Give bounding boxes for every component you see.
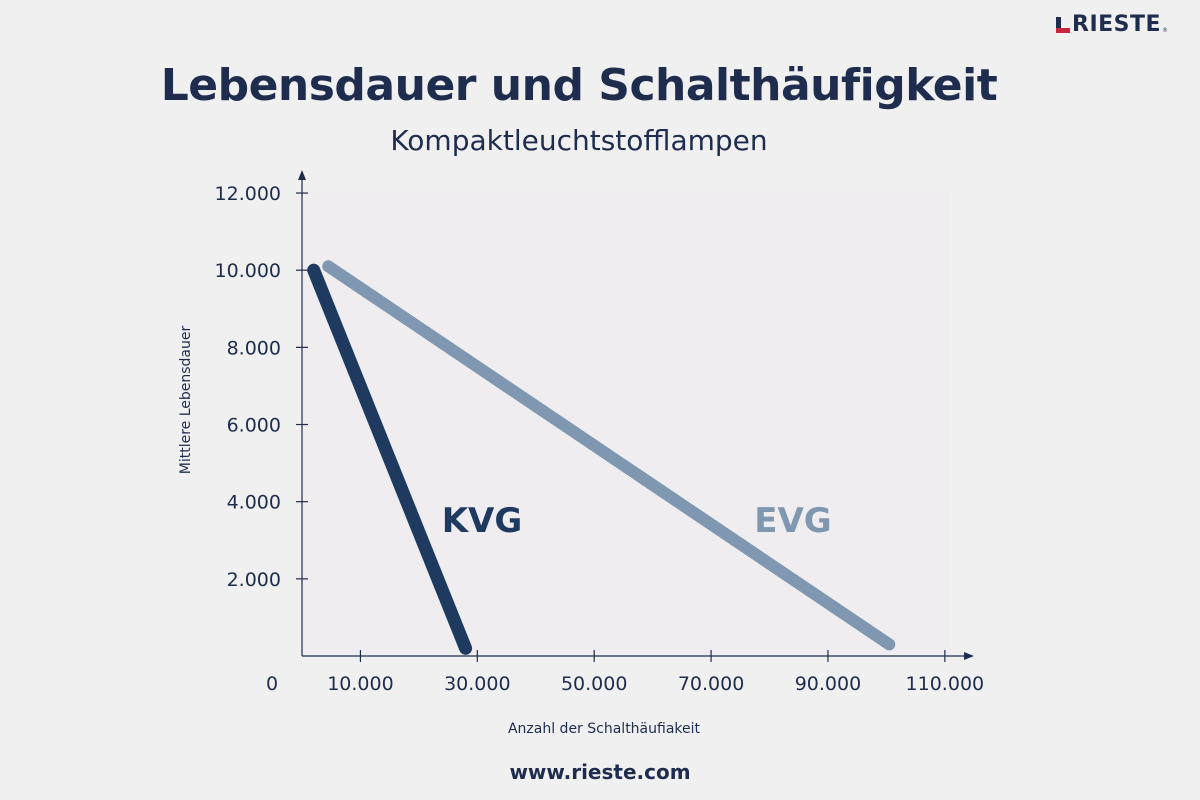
series-line-kvg — [307, 263, 473, 655]
chart-subtitle: Kompaktleuchtstofflampen — [390, 124, 768, 157]
y-axis-arrow-icon — [298, 170, 306, 180]
x-tick-label: 30.000 — [444, 673, 510, 695]
website-url: www.rieste.com — [509, 760, 691, 784]
x-tick-label: 10.000 — [327, 673, 393, 695]
logo-text: RIESTE — [1072, 12, 1162, 37]
y-tick-label: 4.000 — [227, 492, 281, 514]
y-tick-label: 6.000 — [227, 415, 281, 437]
series-label-kvg: KVG — [442, 501, 523, 541]
x-tick-label: 0 — [266, 673, 278, 695]
chart-title: Lebensdauer und Schalthäufigkeit — [160, 60, 998, 111]
y-tick-label: 8.000 — [227, 337, 281, 359]
ticks: 0 10.000 30.000 50.000 70.000 90.000 110.000 2.… — [215, 183, 985, 695]
plot-area — [302, 192, 950, 656]
y-tick-label: 12.000 — [215, 183, 281, 205]
rieste-logo-mark-icon — [1056, 17, 1070, 33]
y-tick-label: 10.000 — [215, 260, 281, 282]
series-group — [307, 260, 896, 655]
series-label-evg: EVG — [754, 501, 831, 541]
x-tick-label: 90.000 — [795, 673, 861, 695]
x-tick-label: 110.000 — [906, 673, 985, 695]
x-tick-label: 70.000 — [678, 673, 744, 695]
y-axis-label: Mittlere Lebensdauer — [178, 326, 194, 475]
x-tick-label: 50.000 — [561, 673, 627, 695]
x-axis-label: Anzahl der Schalthäufiakeit — [508, 721, 701, 737]
rieste-logo: RIESTE ® — [1056, 12, 1186, 38]
x-axis-arrow-icon — [964, 652, 974, 660]
y-tick-label: 2.000 — [227, 569, 281, 591]
logo-trademark: ® — [1162, 27, 1169, 34]
series-line-evg — [322, 260, 896, 651]
labels: Anzahl der Schalthäufiakeit Mittlere Lebe… — [178, 326, 832, 737]
axes — [298, 170, 974, 660]
